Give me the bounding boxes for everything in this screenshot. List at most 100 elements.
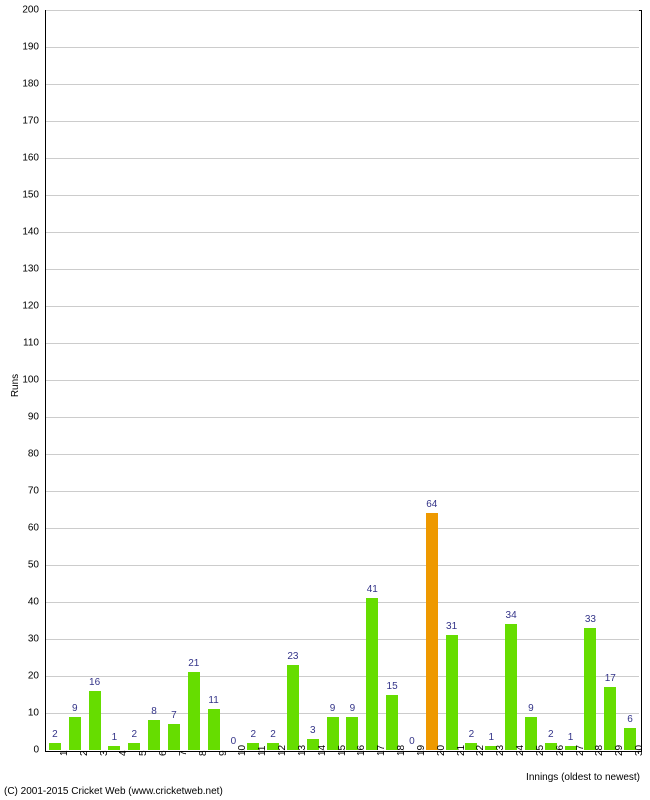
bar (604, 687, 616, 750)
grid-line (46, 158, 639, 159)
grid-line (46, 380, 639, 381)
bar (69, 717, 81, 750)
y-tick-label: 50 (0, 560, 39, 571)
bar-value-label: 2 (250, 729, 256, 740)
x-tick-label: 3 (99, 750, 110, 756)
footer-copyright: (C) 2001-2015 Cricket Web (www.cricketwe… (4, 786, 223, 797)
y-tick-label: 30 (0, 634, 39, 645)
y-tick-label: 70 (0, 486, 39, 497)
y-tick-label: 60 (0, 523, 39, 534)
bar-value-label: 31 (446, 621, 457, 632)
bar-value-label: 33 (585, 614, 596, 625)
x-tick-label: 16 (356, 745, 367, 756)
bar-value-label: 7 (171, 710, 177, 721)
x-axis-label: Innings (oldest to newest) (526, 772, 640, 783)
bar-value-label: 17 (605, 673, 616, 684)
y-tick-label: 0 (0, 745, 39, 756)
bar-value-label: 34 (506, 610, 517, 621)
bar-value-label: 2 (469, 729, 475, 740)
grid-line (46, 306, 639, 307)
bar (386, 695, 398, 751)
x-tick-label: 14 (317, 745, 328, 756)
bar (128, 743, 140, 750)
x-tick-label: 20 (436, 745, 447, 756)
x-tick-label: 5 (138, 750, 149, 756)
y-tick-label: 160 (0, 153, 39, 164)
y-tick-label: 90 (0, 412, 39, 423)
bar-value-label: 8 (151, 706, 157, 717)
y-axis-label: Runs (10, 374, 21, 397)
bar-value-label: 9 (330, 703, 336, 714)
x-tick-label: 19 (416, 745, 427, 756)
x-tick-label: 28 (594, 745, 605, 756)
bar (446, 635, 458, 750)
x-tick-label: 13 (297, 745, 308, 756)
bar-value-label: 0 (409, 736, 415, 747)
grid-line (46, 602, 639, 603)
bar-value-label: 41 (367, 584, 378, 595)
grid-line (46, 491, 639, 492)
x-tick-label: 17 (376, 745, 387, 756)
x-tick-label: 6 (158, 750, 169, 756)
bar (426, 513, 438, 750)
x-tick-label: 8 (198, 750, 209, 756)
bar-value-label: 16 (89, 677, 100, 688)
grid-line (46, 565, 639, 566)
x-tick-label: 1 (59, 750, 70, 756)
x-tick-label: 29 (614, 745, 625, 756)
x-tick-label: 7 (178, 750, 189, 756)
bar-value-label: 0 (231, 736, 237, 747)
grid-line (46, 121, 639, 122)
grid-line (46, 232, 639, 233)
bar (168, 724, 180, 750)
bar-value-label: 2 (52, 729, 58, 740)
bar-value-label: 1 (568, 732, 574, 743)
bar-value-label: 3 (310, 725, 316, 736)
bar (188, 672, 200, 750)
grid-line (46, 84, 639, 85)
bar (208, 709, 220, 750)
bar (49, 743, 61, 750)
y-tick-label: 10 (0, 708, 39, 719)
grid-line (46, 676, 639, 677)
y-tick-label: 140 (0, 227, 39, 238)
x-tick-label: 30 (634, 745, 645, 756)
y-tick-label: 110 (0, 338, 39, 349)
x-tick-label: 11 (257, 746, 268, 756)
y-tick-label: 190 (0, 42, 39, 53)
bar-value-label: 64 (426, 499, 437, 510)
y-tick-label: 120 (0, 301, 39, 312)
y-tick-label: 40 (0, 597, 39, 608)
bar-value-label: 15 (387, 681, 398, 692)
grid-line (46, 528, 639, 529)
chart-container: 0102030405060708090100110120130140150160… (0, 0, 650, 800)
bar-value-label: 1 (112, 732, 118, 743)
bar-value-label: 2 (270, 729, 276, 740)
bar (584, 628, 596, 750)
bar-value-label: 6 (627, 714, 633, 725)
y-tick-label: 150 (0, 190, 39, 201)
x-tick-label: 23 (495, 745, 506, 756)
x-tick-label: 27 (575, 745, 586, 756)
bar (287, 665, 299, 750)
x-tick-label: 24 (515, 745, 526, 756)
x-tick-label: 22 (475, 745, 486, 756)
grid-line (46, 454, 639, 455)
y-tick-label: 130 (0, 264, 39, 275)
grid-line (46, 47, 639, 48)
bar (89, 691, 101, 750)
bar-value-label: 9 (72, 703, 78, 714)
bar-value-label: 11 (208, 695, 218, 706)
grid-line (46, 195, 639, 196)
x-tick-label: 26 (555, 745, 566, 756)
bar (366, 598, 378, 750)
y-tick-label: 20 (0, 671, 39, 682)
x-tick-label: 4 (118, 750, 129, 756)
bar-value-label: 2 (131, 729, 137, 740)
y-tick-label: 170 (0, 116, 39, 127)
x-tick-label: 15 (337, 745, 348, 756)
x-tick-label: 9 (218, 750, 229, 756)
bar (505, 624, 517, 750)
grid-line (46, 713, 639, 714)
x-tick-label: 12 (277, 745, 288, 756)
